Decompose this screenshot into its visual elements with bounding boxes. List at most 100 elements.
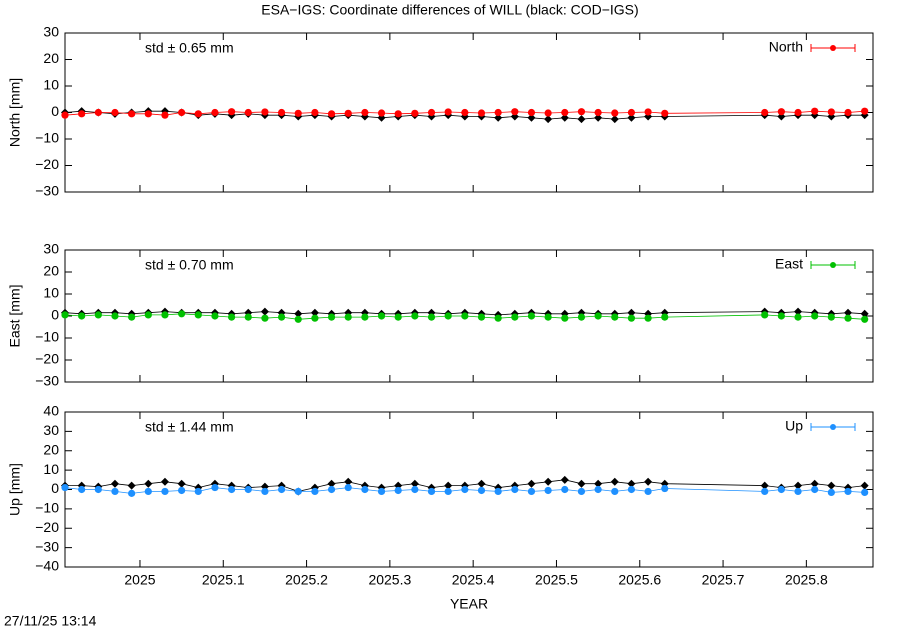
- point: [827, 313, 835, 321]
- point: [444, 108, 452, 116]
- point: [261, 108, 269, 116]
- y-tick-label: 10: [43, 285, 59, 301]
- point: [594, 113, 603, 122]
- point: [61, 311, 69, 319]
- point: [794, 108, 802, 117]
- point: [444, 312, 452, 320]
- point: [377, 487, 386, 496]
- point: [444, 481, 453, 490]
- point: [178, 486, 186, 495]
- point: [477, 486, 486, 495]
- point: [128, 489, 136, 497]
- y-tick-label: −30: [35, 538, 59, 554]
- x-tick-label: 2025.8: [785, 572, 828, 588]
- point: [644, 108, 652, 116]
- point: [261, 314, 269, 322]
- point: [260, 307, 269, 316]
- point: [211, 312, 219, 320]
- point: [827, 481, 836, 490]
- point: [594, 485, 602, 494]
- point: [194, 110, 202, 118]
- point: [144, 110, 152, 118]
- point: [110, 479, 119, 488]
- point: [494, 487, 502, 496]
- point: [227, 485, 236, 494]
- y-tick-label: 0: [51, 480, 59, 496]
- std-annotation: std ± 0.65 mm: [145, 40, 234, 56]
- point: [860, 481, 869, 490]
- x-tick-label: 2025: [124, 572, 155, 588]
- point: [128, 110, 136, 118]
- point: [294, 109, 302, 117]
- point: [127, 481, 136, 490]
- point: [494, 314, 502, 322]
- point: [311, 314, 319, 322]
- point: [844, 308, 853, 317]
- point: [577, 313, 586, 321]
- point: [344, 313, 352, 321]
- point: [78, 485, 86, 494]
- y-tick-label: −30: [35, 373, 59, 389]
- point: [860, 309, 869, 318]
- point: [611, 487, 619, 496]
- point: [310, 308, 319, 317]
- point: [627, 314, 636, 322]
- point: [794, 307, 803, 316]
- point: [811, 485, 819, 494]
- y-tick-label: −40: [35, 558, 59, 574]
- point: [561, 314, 569, 322]
- point: [511, 313, 519, 321]
- point: [577, 487, 586, 496]
- point: [761, 311, 769, 319]
- point: [377, 312, 386, 320]
- point: [861, 315, 869, 323]
- point: [777, 312, 785, 320]
- point: [644, 477, 653, 486]
- x-tick-label: 2025.4: [452, 572, 495, 588]
- point: [294, 315, 302, 323]
- point: [128, 313, 136, 321]
- point: [461, 485, 469, 494]
- y-tick-label: −10: [35, 329, 59, 345]
- point: [394, 486, 402, 495]
- y-tick-label: 30: [43, 241, 59, 257]
- point: [244, 108, 252, 117]
- point: [794, 487, 802, 496]
- point: [194, 311, 202, 319]
- point: [327, 110, 336, 118]
- point: [294, 309, 303, 318]
- point: [827, 108, 835, 116]
- x-tick-label: 2025.3: [368, 572, 411, 588]
- point: [610, 477, 619, 486]
- point: [411, 109, 419, 117]
- point: [78, 312, 86, 320]
- point: [277, 108, 286, 117]
- point: [244, 313, 252, 321]
- point: [194, 487, 202, 496]
- chart-title: ESA−IGS: Coordinate differences of WILL …: [261, 2, 638, 18]
- point: [94, 311, 102, 319]
- y-axis-label: North [mm]: [7, 78, 23, 147]
- point: [644, 314, 652, 322]
- point: [811, 107, 819, 115]
- point: [227, 108, 236, 116]
- y-tick-label: 10: [43, 77, 59, 93]
- point: [327, 485, 336, 494]
- point: [794, 481, 803, 490]
- point: [144, 479, 153, 488]
- point: [527, 479, 536, 488]
- point: [327, 313, 336, 321]
- point: [761, 487, 769, 496]
- std-annotation: std ± 0.70 mm: [145, 257, 234, 273]
- point: [827, 488, 835, 497]
- point: [611, 109, 619, 117]
- point: [761, 108, 769, 117]
- point: [511, 485, 519, 494]
- point: [461, 312, 469, 320]
- point: [594, 479, 603, 488]
- point: [794, 313, 802, 321]
- point: [494, 108, 502, 117]
- point: [177, 479, 186, 488]
- x-axis-label: YEAR: [450, 596, 488, 612]
- point: [544, 109, 552, 117]
